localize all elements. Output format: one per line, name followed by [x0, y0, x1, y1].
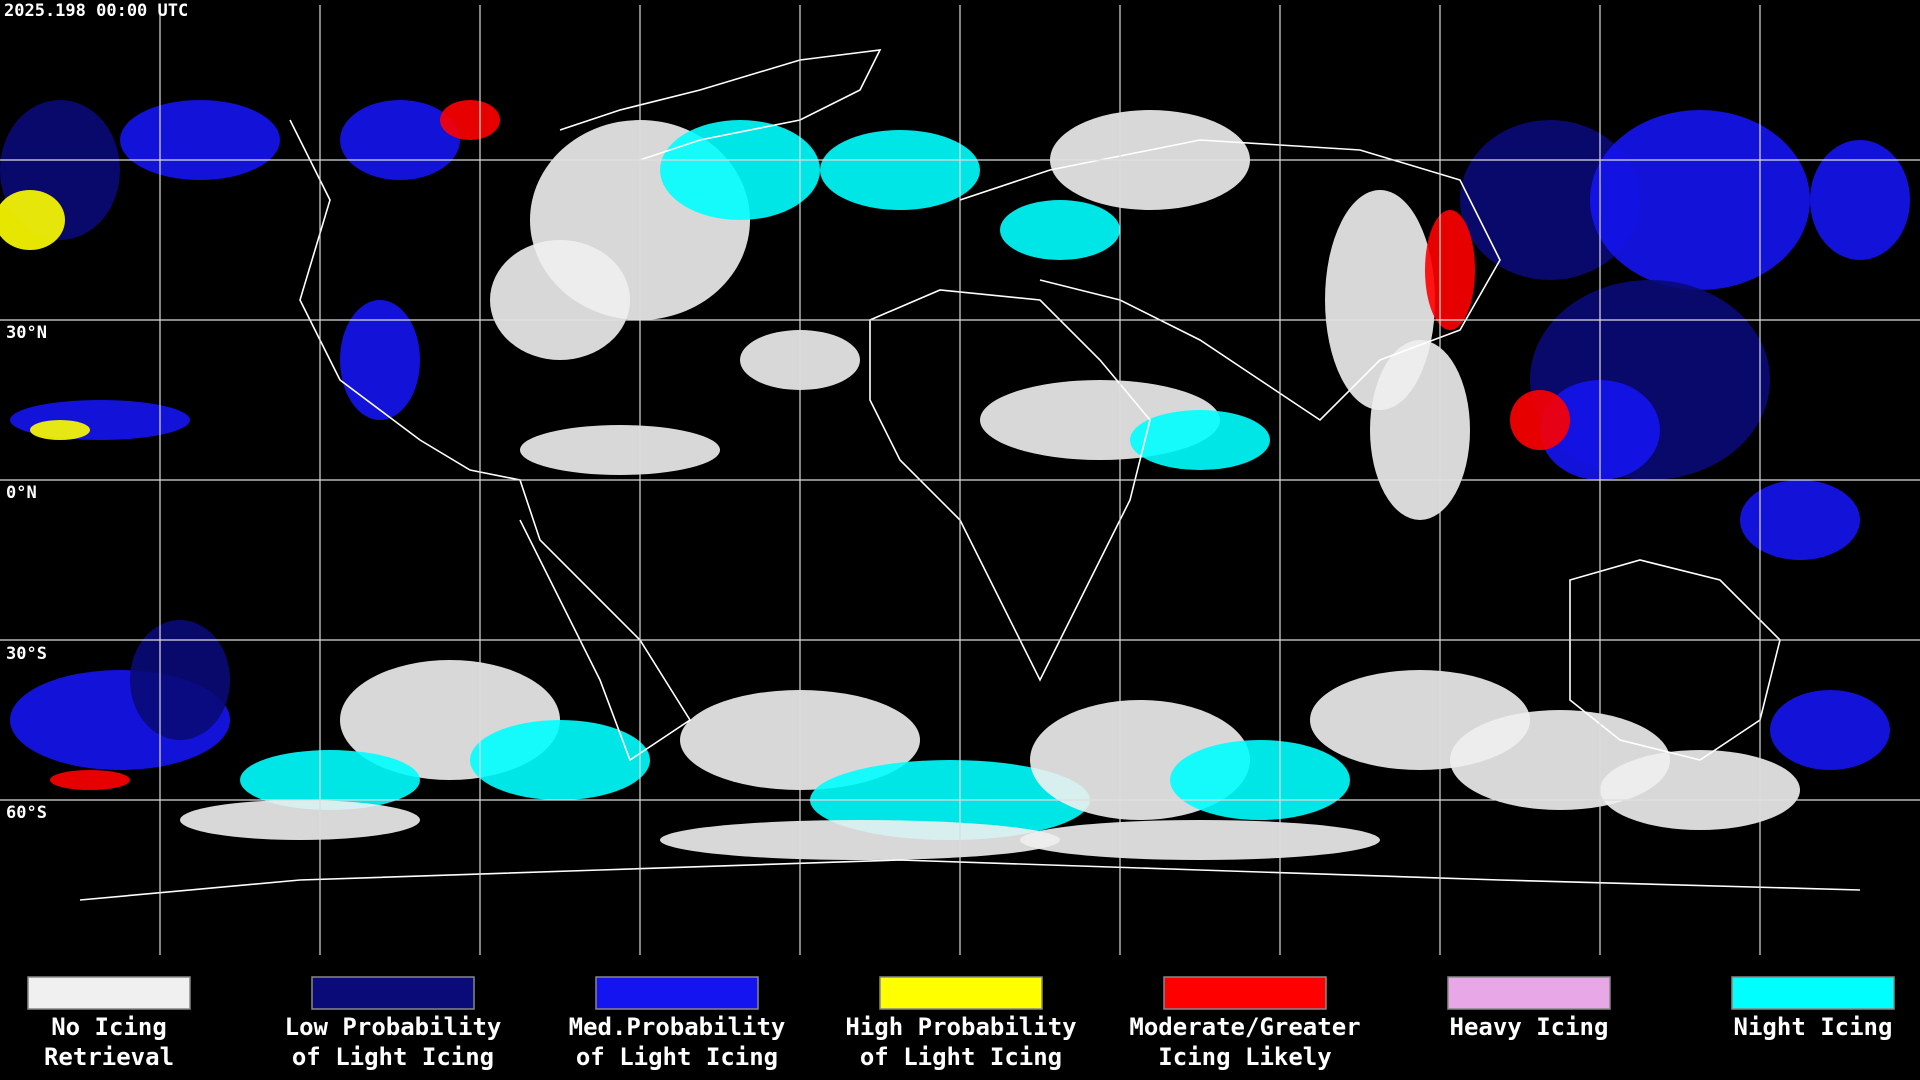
- cloud-patch: [660, 820, 1060, 860]
- latitude-label: 60°S: [6, 803, 47, 823]
- africa-coast: [869, 289, 1151, 682]
- antarctica-coast: [79, 859, 1861, 901]
- cloud-patch: [1020, 820, 1380, 860]
- latitude-label: 30°S: [6, 644, 47, 664]
- cloud-patch: [520, 425, 720, 475]
- legend-swatch: [1163, 976, 1327, 1010]
- cloud-patch: [1600, 750, 1800, 830]
- cloud-patch: [1770, 690, 1890, 770]
- cloud-patch: [1590, 110, 1810, 290]
- latitude-label: 30°N: [6, 323, 47, 343]
- cloud-patch: [0, 190, 65, 250]
- cloud-patch: [50, 770, 130, 790]
- legend-swatch: [595, 976, 759, 1010]
- legend-label: Med.Probability: [569, 1013, 786, 1041]
- cloud-patch: [240, 750, 420, 810]
- cloud-patch: [1130, 410, 1270, 470]
- cloud-patch: [1170, 740, 1350, 820]
- legend-label: Retrieval: [44, 1043, 174, 1071]
- cloud-patch: [180, 800, 420, 840]
- legend-label: Moderate/Greater: [1129, 1013, 1360, 1041]
- cloud-patch: [660, 120, 820, 220]
- legend-label: Icing Likely: [1158, 1043, 1331, 1071]
- legend-label: Night Icing: [1734, 1013, 1893, 1041]
- legend-label: of Light Icing: [576, 1043, 778, 1071]
- cloud-patch: [30, 420, 90, 440]
- cloud-patch: [490, 240, 630, 360]
- legend-swatch: [1731, 976, 1895, 1010]
- latitude-label: 0°N: [6, 483, 37, 503]
- cloud-layer: [0, 100, 1910, 860]
- cloud-patch: [340, 300, 420, 420]
- legend-swatch: [879, 976, 1043, 1010]
- cloud-patch: [340, 100, 460, 180]
- timestamp: 2025.198 00:00 UTC: [4, 1, 188, 21]
- cloud-patch: [1510, 390, 1570, 450]
- cloud-patch: [120, 100, 280, 180]
- cloud-patch: [820, 130, 980, 210]
- legend-label: of Light Icing: [292, 1043, 494, 1071]
- legend-label: High Probability: [845, 1013, 1076, 1041]
- cloud-patch: [1000, 200, 1120, 260]
- coastlines: [79, 49, 1861, 901]
- legend-swatch: [27, 976, 191, 1010]
- cloud-patch: [1740, 480, 1860, 560]
- legend-label: Low Probability: [285, 1013, 502, 1041]
- cloud-patch: [1425, 210, 1475, 330]
- graticule: [0, 5, 1920, 955]
- legend-label: No Icing: [51, 1013, 167, 1041]
- legend-label: of Light Icing: [860, 1043, 1062, 1071]
- cloud-patch: [470, 720, 650, 800]
- legend-label: Heavy Icing: [1450, 1013, 1609, 1041]
- cloud-patch: [1370, 340, 1470, 520]
- greenland-coast: [559, 49, 882, 161]
- latitude-labels: 30°N 0°N 30°S 60°S: [6, 323, 47, 823]
- eurasia-coast: [959, 139, 1501, 422]
- cloud-patch: [1810, 140, 1910, 260]
- legend-swatch: [311, 976, 475, 1010]
- cloud-patch: [440, 100, 500, 140]
- cloud-patch: [130, 620, 230, 740]
- americas-coast: [289, 119, 692, 762]
- legend-swatch: [1447, 976, 1611, 1010]
